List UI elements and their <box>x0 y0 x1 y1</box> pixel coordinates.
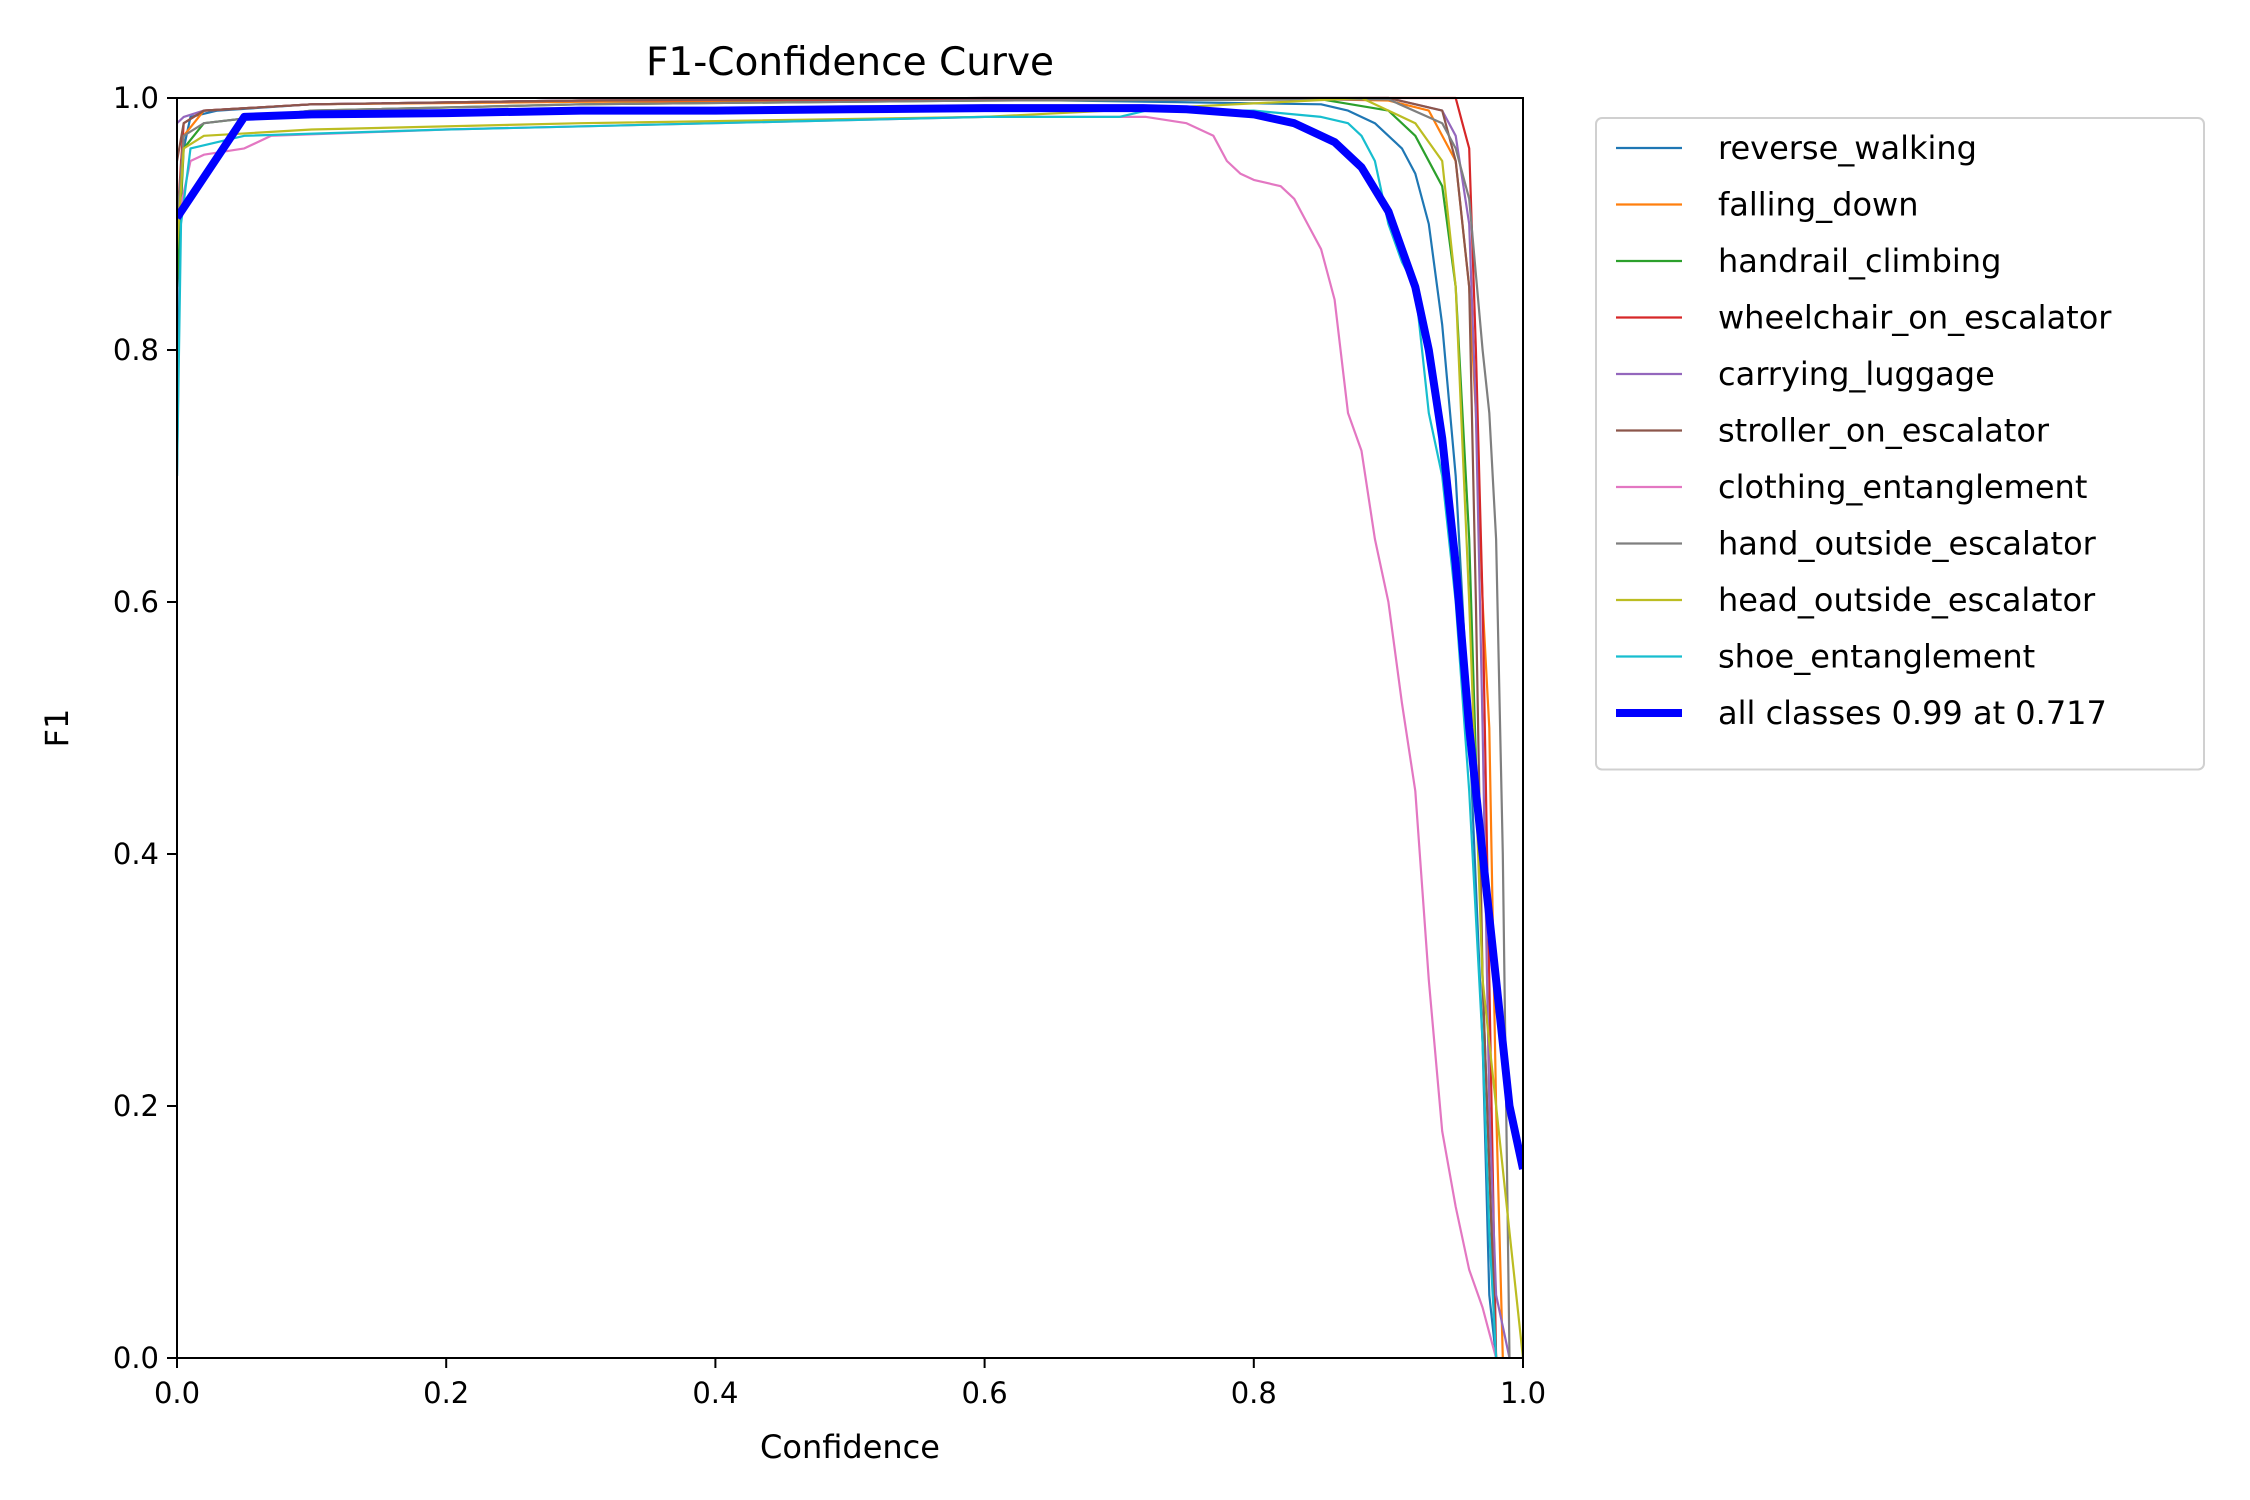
legend-item: reverse_walking <box>1616 129 1977 167</box>
series-lines <box>177 96 1523 1359</box>
legend-label: head_outside_escalator <box>1718 581 2096 619</box>
legend-item: all classes 0.99 at 0.717 <box>1616 694 2107 732</box>
y-axis: 0.0 0.2 0.4 0.6 0.8 1.0 <box>113 81 177 1375</box>
series-line-reverse-walking <box>177 98 1498 1359</box>
legend-item: stroller_on_escalator <box>1616 412 2050 450</box>
legend-label: falling_down <box>1718 186 1918 224</box>
legend-label: shoe_entanglement <box>1718 638 2035 676</box>
series-line-falling-down <box>177 98 1504 1359</box>
y-tick-label: 0.4 <box>113 837 159 871</box>
legend-label: hand_outside_escalator <box>1718 525 2097 563</box>
legend-label: carrying_luggage <box>1718 355 1995 393</box>
legend-label: wheelchair_on_escalator <box>1718 299 2112 337</box>
series-line-hand-outside-escalator <box>177 98 1511 1359</box>
plot-frame <box>176 97 1524 1359</box>
x-tick-label: 0.6 <box>962 1376 1008 1410</box>
x-tick-label: 0.4 <box>692 1376 738 1410</box>
x-tick-label: 0.2 <box>423 1376 469 1410</box>
y-tick-label: 0.0 <box>113 1341 159 1375</box>
legend-label: handrail_climbing <box>1718 242 2001 280</box>
legend-item: shoe_entanglement <box>1616 638 2035 676</box>
series-line-head-outside-escalator <box>177 96 1523 1359</box>
legend-item: falling_down <box>1616 186 1918 224</box>
series-line-clothing-entanglement <box>177 115 1498 1359</box>
legend-item: wheelchair_on_escalator <box>1616 299 2112 337</box>
series-line-shoe-entanglement <box>177 109 1498 1359</box>
series-line-wheelchair-on-escalator <box>177 96 1498 1359</box>
legend-label: all classes 0.99 at 0.717 <box>1718 694 2107 732</box>
y-tick-label: 0.8 <box>113 333 159 367</box>
series-line-carrying-luggage <box>177 96 1511 1359</box>
x-axis: 0.0 0.2 0.4 0.6 0.8 1.0 <box>154 1358 1546 1410</box>
y-axis-title: F1 <box>38 709 76 748</box>
y-tick-label: 0.2 <box>113 1089 159 1123</box>
y-tick-label: 1.0 <box>113 81 159 115</box>
legend-box <box>1595 117 2205 771</box>
plot-area <box>176 96 1524 1359</box>
legend-item: handrail_climbing <box>1616 242 2001 280</box>
legend: reverse_walking falling_down handrail_clim… <box>1595 117 2205 771</box>
legend-item: carrying_luggage <box>1616 355 1995 393</box>
series-line-stroller-on-escalator <box>177 96 1498 1359</box>
legend-label: clothing_entanglement <box>1718 468 2087 506</box>
legend-label: stroller_on_escalator <box>1718 412 2050 450</box>
legend-item: head_outside_escalator <box>1616 581 2096 619</box>
legend-label: reverse_walking <box>1718 129 1977 167</box>
x-tick-label: 1.0 <box>1500 1376 1546 1410</box>
series-line-all-classes-0-99-at-0-717 <box>177 104 1523 1170</box>
x-tick-label: 0.8 <box>1231 1376 1277 1410</box>
x-axis-title: Confidence <box>760 1428 940 1466</box>
legend-item: clothing_entanglement <box>1616 468 2087 506</box>
y-tick-label: 0.6 <box>113 585 159 619</box>
series-line-handrail-climbing <box>177 98 1498 1359</box>
legend-item: hand_outside_escalator <box>1616 525 2097 563</box>
chart-title: F1-Confidence Curve <box>646 40 1054 85</box>
x-tick-label: 0.0 <box>154 1376 200 1410</box>
